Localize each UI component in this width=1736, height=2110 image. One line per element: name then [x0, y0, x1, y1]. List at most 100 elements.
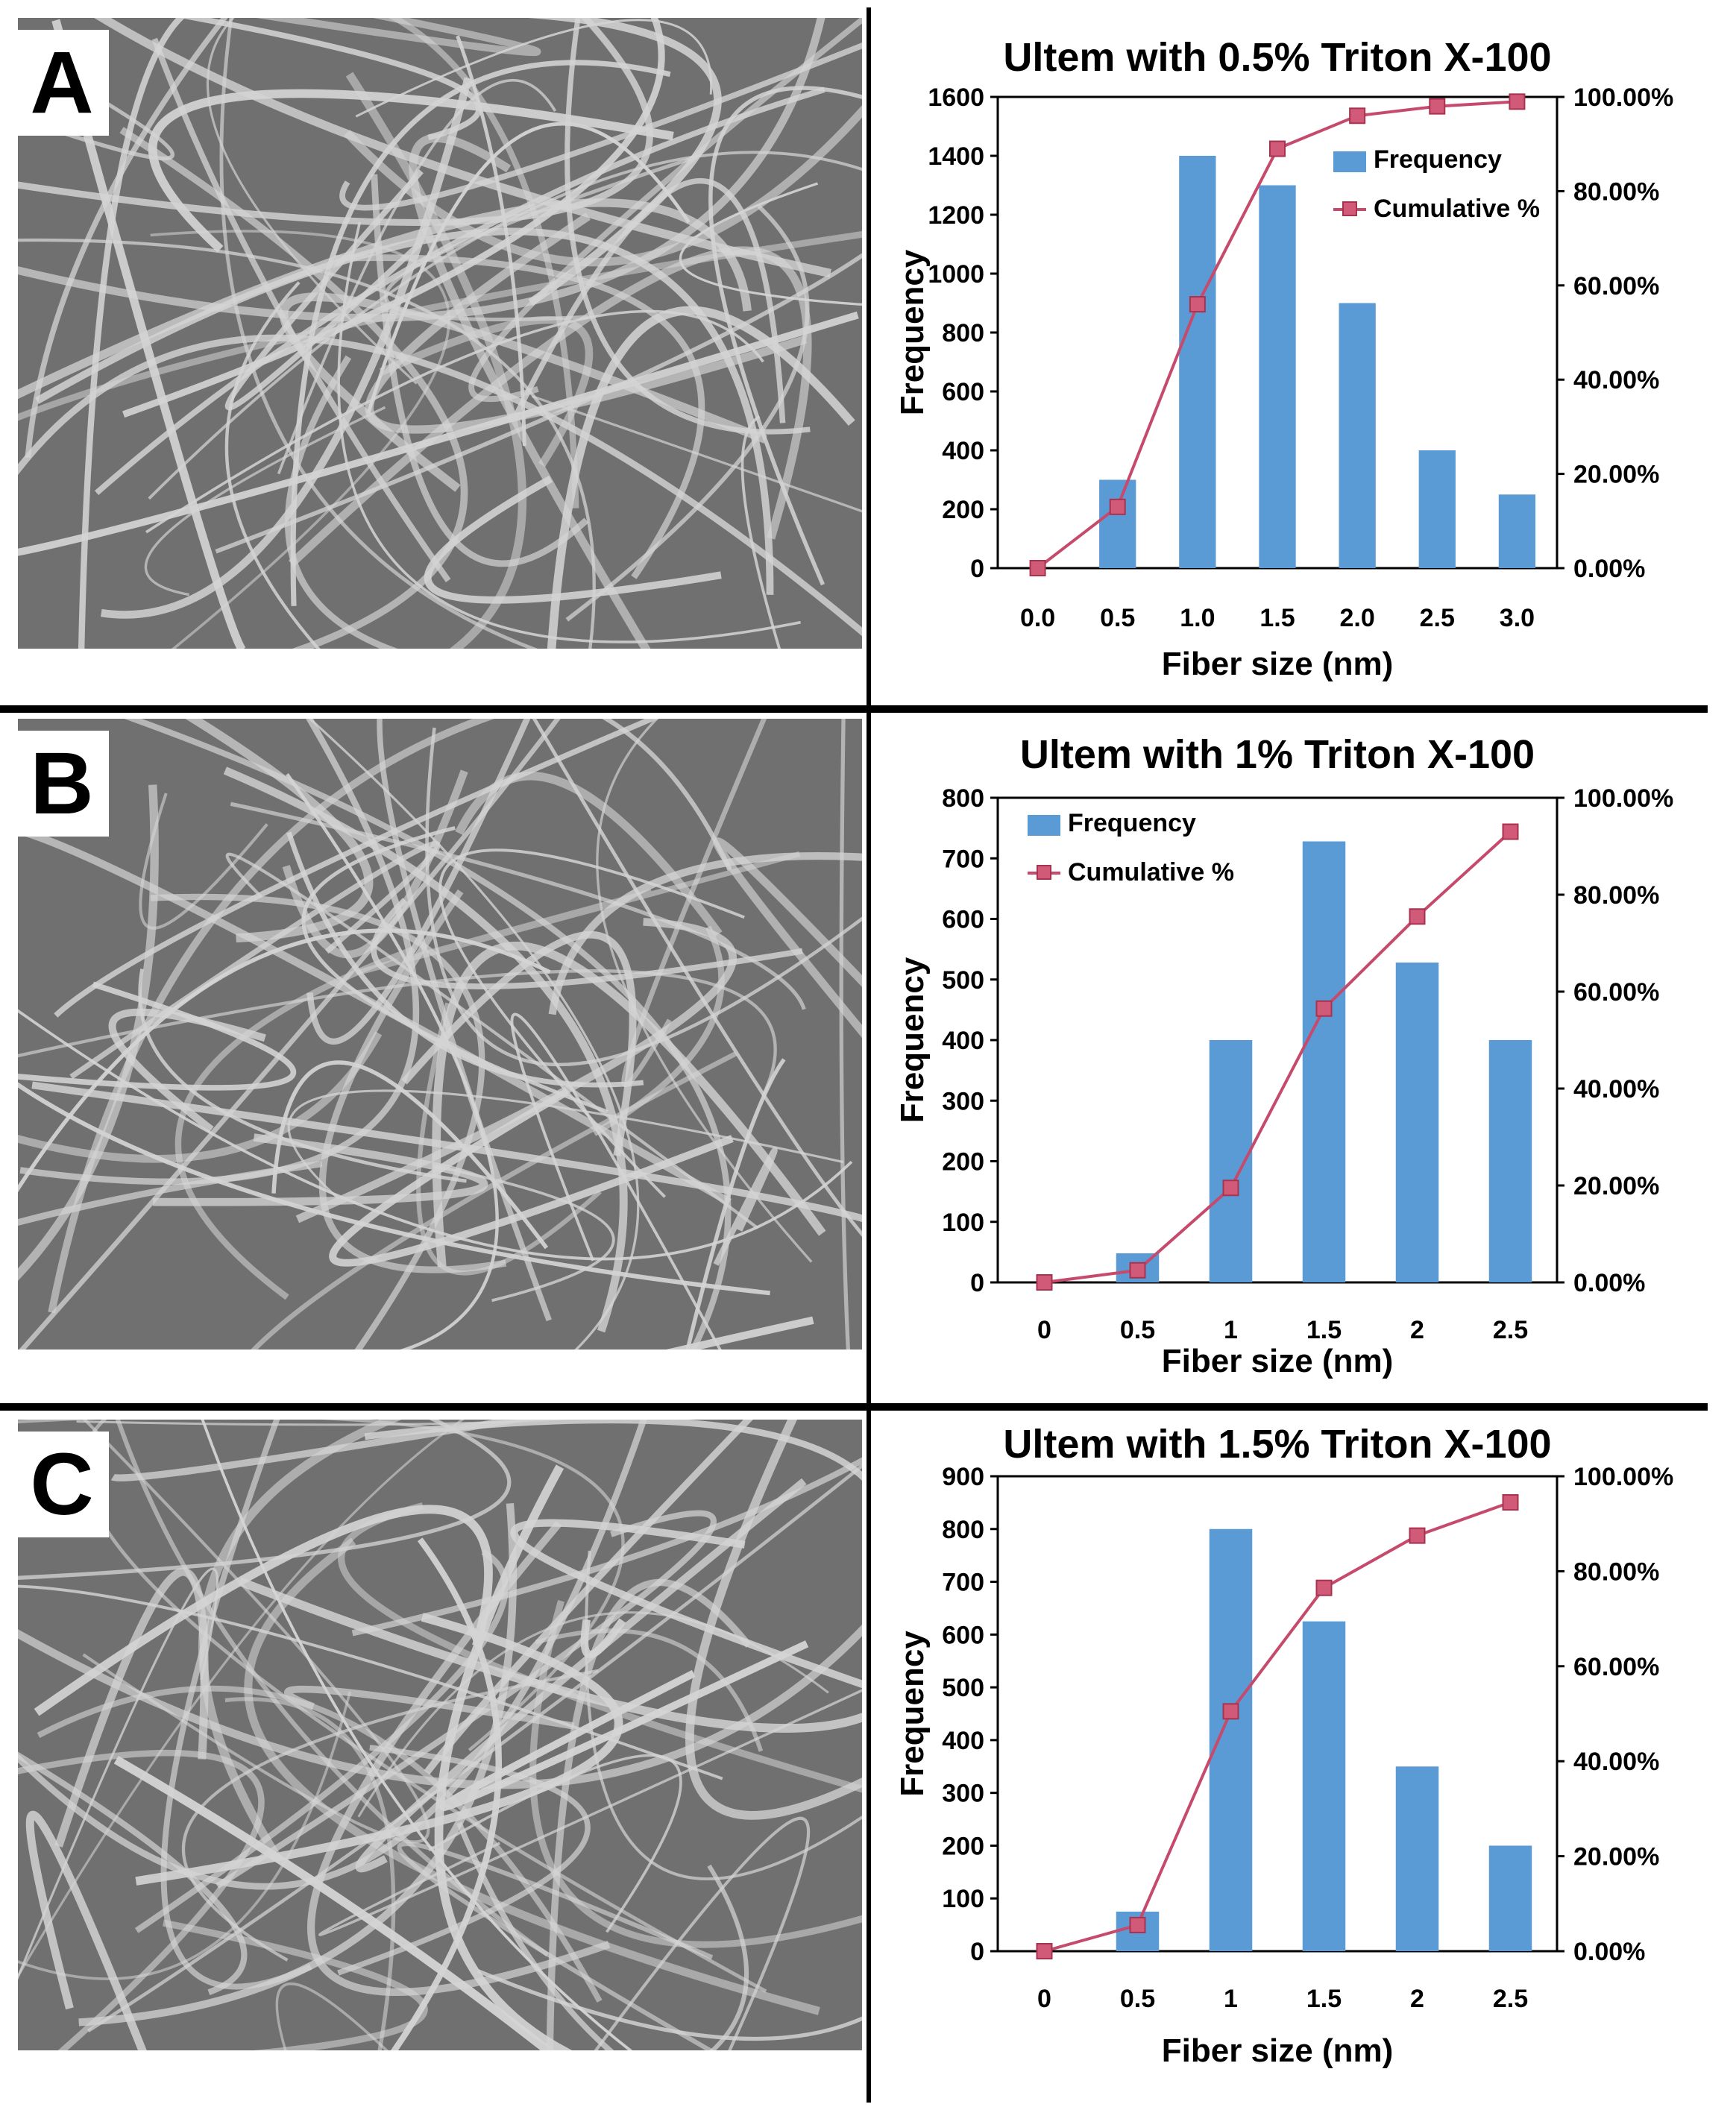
fiber-strand	[108, 1008, 266, 1133]
y2-tick-label: 40.00%	[1573, 366, 1659, 394]
fiber-strand	[225, 852, 759, 1229]
y-tick-label: 800	[942, 319, 984, 347]
fiber-strand	[48, 719, 495, 1314]
frequency-bar	[1395, 1766, 1439, 1951]
frequency-bar	[1339, 303, 1376, 568]
x-tick-label: 2.0	[1340, 604, 1375, 632]
sem-fibers	[18, 18, 862, 649]
y-axis-label: Frequency	[894, 249, 931, 415]
fiber-strand	[18, 1584, 723, 1780]
fiber-strand	[351, 1457, 862, 1637]
x-tick-label: 2	[1410, 1985, 1424, 2013]
fiber-strand	[535, 1628, 764, 1752]
fiber-strand	[18, 1009, 853, 1261]
sem-fibers	[18, 1420, 862, 2050]
fiber-strand	[355, 1478, 807, 1873]
y2-tick-label: 0.00%	[1573, 555, 1645, 583]
y2-tick-label: 100.00%	[1573, 1463, 1673, 1491]
fiber-strand	[685, 1420, 862, 1820]
y-tick-label: 700	[942, 845, 984, 873]
y-tick-label: 300	[942, 1087, 984, 1115]
fiber-strand	[34, 1505, 493, 1716]
y-tick-label: 400	[942, 1727, 984, 1755]
fiber-strand	[339, 42, 862, 211]
cumulative-marker	[1222, 1180, 1239, 1197]
fiber-strand	[529, 1600, 862, 1948]
chart-b: Ultem with 1% Triton X-100 0 100 200 300 400 5…	[878, 701, 1729, 1402]
y-tick-label: 1000	[928, 260, 984, 289]
cumulative-marker	[1429, 98, 1446, 115]
fiber-strand	[224, 1697, 396, 2050]
cumulative-marker	[1315, 1579, 1333, 1596]
fiber-strand	[713, 1147, 778, 1266]
fiber-strand	[18, 826, 732, 1206]
y-tick-label: 400	[942, 1027, 984, 1055]
y-tick-label: 200	[942, 1832, 984, 1860]
cumulative-marker	[1509, 93, 1526, 110]
fiber-strand	[18, 1420, 512, 1580]
fiber-strand	[364, 1420, 862, 1481]
cumulative-marker	[1349, 107, 1366, 125]
panel-label: A	[15, 30, 109, 136]
fiber-strand	[713, 837, 862, 1039]
fiber-strand	[251, 1051, 738, 1350]
legend-marker-swatch	[1037, 865, 1051, 880]
sem-micrograph	[18, 1420, 862, 2050]
panel-label: C	[15, 1432, 109, 1537]
fiber-strand	[275, 1982, 389, 2050]
y2-tick-label: 60.00%	[1573, 272, 1659, 300]
x-tick-label: 0	[1037, 1316, 1051, 1344]
fiber-strand	[401, 930, 637, 1157]
chart-svg: Ultem with 0.5% Triton X-100 0 200 400 600 80…	[894, 35, 1673, 682]
fiber-strand	[18, 1420, 465, 1979]
panel-b: B Ultem with 1% Triton X-100 0 100 200 300 40…	[0, 701, 1736, 1402]
x-tick-label: 1.5	[1259, 604, 1295, 632]
fiber-strand	[151, 37, 451, 583]
legend-label: Frequency	[1068, 809, 1196, 837]
y-tick-label: 100	[942, 1209, 984, 1237]
fiber-strand	[409, 133, 651, 649]
y2-tick-label: 40.00%	[1573, 1075, 1659, 1103]
x-axis-label: Fiber size (nm)	[1162, 1343, 1394, 1379]
fiber-strand	[18, 18, 653, 226]
y-tick-label: 400	[942, 437, 984, 465]
fiber-strand	[439, 1640, 809, 1812]
chart-title: Ultem with 0.5% Triton X-100	[1003, 35, 1551, 80]
fiber-strand	[397, 1841, 715, 2050]
fiber-strand	[18, 311, 859, 556]
fiber-strand	[580, 1618, 626, 1659]
fiber-strand	[181, 1669, 599, 1962]
x-tick-label: 2.5	[1420, 604, 1455, 632]
y-tick-label: 900	[942, 1463, 984, 1491]
frequency-bar	[1302, 841, 1346, 1282]
sem-micrograph	[18, 719, 862, 1350]
fiber-strand	[37, 1685, 603, 2003]
legend-bar-swatch	[1028, 815, 1060, 836]
fiber-strand	[344, 104, 862, 267]
fiber-strand	[76, 1420, 568, 1426]
legend-label: Frequency	[1374, 145, 1502, 174]
y2-tick-label: 20.00%	[1573, 1843, 1659, 1871]
fiber-strand	[548, 851, 862, 1015]
fiber-strand	[594, 1816, 811, 2050]
fiber-strand	[532, 394, 862, 513]
y2-tick-label: 80.00%	[1573, 881, 1659, 910]
cumulative-marker	[1129, 1262, 1146, 1279]
cumulative-marker	[1129, 1916, 1146, 1933]
cumulative-marker	[1409, 1527, 1426, 1544]
x-tick-label: 3.0	[1500, 604, 1535, 632]
fiber-strand	[18, 784, 159, 1281]
fiber-strand	[433, 1165, 615, 1303]
y-tick-label: 100	[942, 1885, 984, 1913]
fiber-strand	[19, 719, 561, 1350]
y-tick-label: 0	[970, 1938, 984, 1966]
fiber-strand	[602, 719, 732, 872]
fiber-strand	[51, 19, 246, 649]
x-tick-label: 0.5	[1120, 1985, 1155, 2013]
fiber-strand	[477, 1968, 862, 2041]
frequency-bar	[1488, 1845, 1532, 1951]
y-tick-label: 800	[942, 784, 984, 813]
y-tick-label: 500	[942, 1674, 984, 1702]
fiber-strand	[25, 1810, 147, 2050]
fiber-strand	[377, 719, 552, 1322]
